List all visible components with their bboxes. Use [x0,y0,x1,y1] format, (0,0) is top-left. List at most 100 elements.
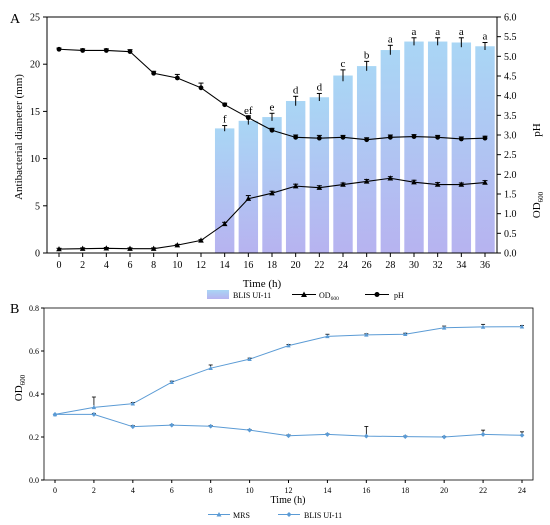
panel-b-plot-frame [43,307,534,481]
panel-b-label: B [10,302,19,317]
point-ph-26h [364,137,370,143]
point-ph-30h [411,134,417,139]
x-tick-label-4: 4 [104,260,109,271]
sig-letter-24h: c [341,58,346,70]
x-tick-label-34: 34 [456,260,466,271]
x-tick-label-6: 6 [128,260,133,271]
point-ph-34h [458,136,464,142]
bar-blis-20h [285,101,306,254]
point-blis-2h [91,412,97,417]
bar-blis-34h [451,42,472,253]
point-ph-18h [269,127,275,133]
b-y-tick-label-0.8: 0.8 [29,304,39,313]
point-ph-16h [245,115,251,121]
b-x-tick-label-14: 14 [323,486,331,495]
sig-letter-36h: a [483,30,488,42]
x-tick-label-0: 0 [57,260,62,271]
x-tick-label-10: 10 [172,260,182,271]
y-left-tick-label-15: 15 [30,107,40,118]
y-right-tick-label-3.0: 3.0 [504,131,517,142]
y-right-tick-label-0.0: 0.0 [504,249,517,260]
y-right-tick-label-2.0: 2.0 [504,170,517,181]
point-mrs-14h [325,333,330,339]
legend-label-mrs: MRS [233,511,250,520]
sig-letter-16h: ef [244,105,253,117]
point-mrs-18h [403,331,408,337]
point-ph-10h [174,75,180,81]
panel-a: A 0 2 4 6 8 10 12 14 16 18 20 22 24 26 28 30 32 34 3605101… [10,12,545,302]
point-od600-14h [221,220,228,227]
y-right-tick-label-2.5: 2.5 [504,150,517,161]
bar-blis-16h [238,120,259,253]
point-od600-20h [292,183,299,189]
legend-label-blis: BLIS UI-11 [233,291,271,300]
point-blis-14h [325,432,330,437]
b-x-tick-label-12: 12 [285,486,293,495]
point-mrs-10h [247,356,252,361]
bar-blis-14h [214,128,235,253]
b-x-tick-label-4: 4 [131,486,135,495]
point-blis-20h [441,434,447,440]
x-tick-label-14: 14 [220,260,230,271]
legend-label-blis-b: BLIS UI-11 [304,511,342,520]
panel-a-bars [214,37,495,254]
b-x-tick-label-10: 10 [246,486,254,495]
panel-b-x-axis-title: Time (h) [271,495,306,506]
bar-blis-18h [262,117,282,254]
y-left-tick-label-25: 25 [30,13,40,24]
point-ph-36h [482,135,488,141]
point-od600-16h [245,195,252,201]
point-od600-30h [411,179,417,185]
b-y-tick-label-0.6: 0.6 [29,347,39,356]
b-x-tick-label-16: 16 [362,486,370,495]
point-od600-2h [79,245,86,251]
point-blis-4h [130,424,136,430]
panel-a-right-axis-title-od: OD600 [531,191,545,218]
sig-letter-26h: b [364,49,370,61]
x-tick-label-30: 30 [409,260,419,271]
legend-marker-od [301,291,307,297]
y-right-tick-label-5.5: 5.5 [504,32,517,43]
x-tick-label-32: 32 [433,260,443,271]
point-mrs-2h [91,404,97,410]
point-mrs-24h [519,324,525,329]
point-mrs-22h [480,324,486,329]
line-mrs [54,326,523,415]
panel-b-legend: MRS BLIS UI-11 [208,511,342,520]
point-mrs-16h [364,332,369,337]
bar-blis-36h [475,46,495,253]
y-right-tick-label-1.0: 1.0 [504,209,517,220]
legend-label-ph: pH [394,291,404,300]
panel-a-legend: BLIS UI-11 OD600 pH [207,290,404,302]
point-od600-24h [340,181,346,187]
panel-a-label: A [10,12,21,27]
point-od600-6h [127,245,133,251]
x-tick-label-16: 16 [243,260,253,271]
point-ph-6h [127,49,133,55]
point-ph-28h [387,134,393,140]
panel-b-lines [52,323,525,440]
b-x-tick-label-24: 24 [518,486,526,495]
b-y-tick-label-0.2: 0.2 [29,433,39,442]
point-od600-34h [458,181,465,187]
legend-marker-blis [286,512,292,517]
x-tick-label-18: 18 [267,260,277,271]
b-x-tick-label-0: 0 [53,486,57,495]
point-od600-10h [174,242,181,248]
point-ph-12h [198,85,204,91]
y-right-tick-label-6.0: 6.0 [504,13,517,24]
bar-blis-24h [333,75,353,253]
b-x-tick-label-18: 18 [401,486,409,495]
x-tick-label-36: 36 [480,260,490,271]
x-tick-label-12: 12 [196,260,206,271]
panel-b: B 0 2 4 6 8 10 12 14 16 18 20 22 240.00.20.40.60.8 T… [10,302,534,520]
b-x-tick-label-22: 22 [479,486,487,495]
panel-a-right-axis-title-ph: pH [531,123,543,137]
point-ph-20h [293,134,299,140]
point-ph-0h [56,46,62,52]
point-blis-24h [519,432,525,438]
point-od600-26h [363,178,370,184]
b-x-tick-label-6: 6 [170,486,174,495]
point-ph-32h [435,134,441,140]
point-od600-32h [434,181,441,187]
